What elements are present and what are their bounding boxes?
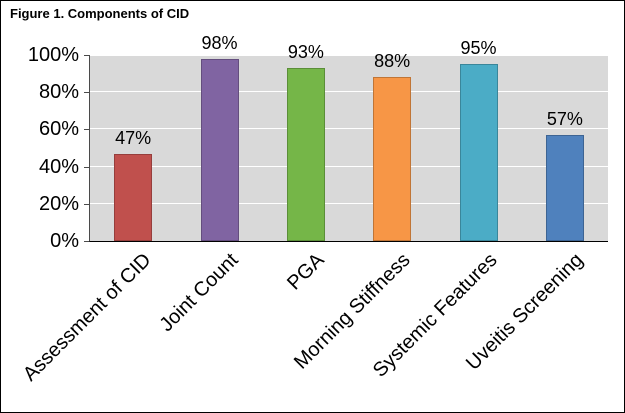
bar-assessment-of-cid	[114, 153, 153, 241]
plot-area: 47% 98% 93% 88% 95% 57%	[89, 33, 608, 242]
y-axis-tick-label: 60%	[38, 118, 79, 141]
y-axis-tick-label: 40%	[38, 155, 79, 178]
y-axis-tick-label: 0%	[50, 230, 79, 252]
gridline	[90, 202, 608, 204]
bar-data-label: 47%	[115, 127, 152, 148]
bar-joint-count	[200, 58, 239, 241]
x-axis-label: Uveitis Screening	[461, 249, 588, 375]
bar-data-label: 93%	[287, 42, 324, 63]
x-axis-label: Morning Stiffness	[290, 249, 415, 374]
x-axis-label: PGA	[282, 249, 329, 295]
gridline	[90, 55, 608, 56]
y-axis-tick-label: 100%	[27, 44, 79, 66]
bar-data-label: 98%	[201, 32, 238, 53]
x-axis-label: Assessment of CID	[19, 249, 156, 386]
bar-data-label: 57%	[546, 108, 583, 129]
gridline	[90, 128, 608, 130]
chart-title: Figure 1. Components of CID	[10, 6, 190, 21]
x-axis-label: Systemic Features	[368, 249, 502, 382]
x-axis-label: Joint Count	[154, 249, 243, 337]
y-axis-tick-label: 20%	[38, 192, 79, 215]
gridline	[90, 91, 608, 93]
bar-uveitis-screening	[545, 134, 584, 241]
bar-data-label: 88%	[374, 51, 411, 72]
gridline	[90, 165, 608, 167]
y-axis-tick-label: 80%	[38, 81, 79, 104]
bar-morning-stiffness	[373, 77, 412, 241]
bar-pga	[286, 68, 325, 241]
bar-systemic-features	[459, 64, 498, 241]
bar-data-label: 95%	[460, 38, 497, 59]
